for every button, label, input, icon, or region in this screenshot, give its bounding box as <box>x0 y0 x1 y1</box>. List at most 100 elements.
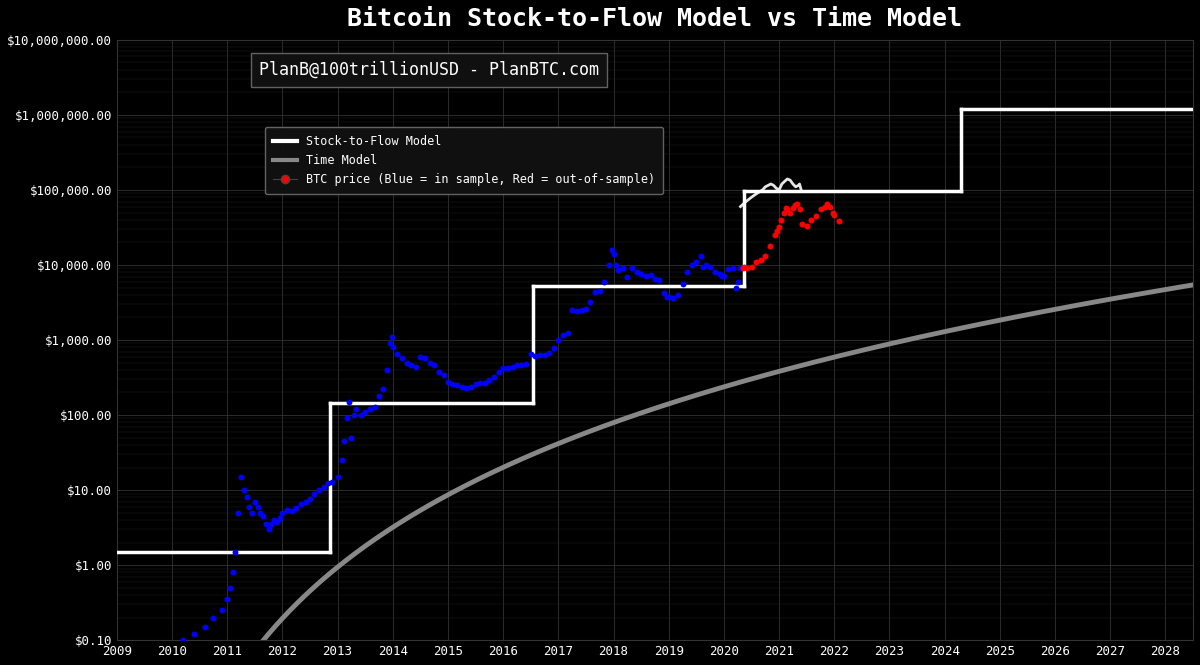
Point <box>370 390 389 401</box>
Point <box>776 202 796 213</box>
Point <box>310 485 329 495</box>
Point <box>694 261 713 272</box>
Point <box>746 257 766 267</box>
Point <box>590 286 610 297</box>
Point <box>248 501 268 512</box>
Point <box>392 352 412 363</box>
Point <box>772 215 791 225</box>
Point <box>438 376 457 387</box>
Legend: Stock-to-Flow Model, Time Model, BTC price (Blue = in sample, Red = out-of-sampl: Stock-to-Flow Model, Time Model, BTC pri… <box>265 127 664 194</box>
Point <box>539 347 558 358</box>
Point <box>821 201 840 212</box>
Point <box>270 513 289 524</box>
Point <box>236 492 256 503</box>
Point <box>264 515 283 525</box>
Point <box>769 221 788 232</box>
Point <box>760 241 779 251</box>
Point <box>425 360 444 370</box>
Point <box>388 348 407 359</box>
Point <box>768 226 787 237</box>
Point <box>608 265 628 275</box>
Point <box>793 219 812 229</box>
Point <box>490 367 509 378</box>
Point <box>259 524 278 535</box>
Point <box>335 436 354 446</box>
Point <box>484 372 503 382</box>
Point <box>606 259 625 270</box>
Point <box>517 359 536 370</box>
Point <box>731 263 750 274</box>
Point <box>823 207 842 218</box>
Point <box>594 276 613 287</box>
Point <box>251 507 270 518</box>
Point <box>714 271 733 281</box>
Point <box>378 364 397 375</box>
Point <box>817 199 836 209</box>
Point <box>742 261 761 272</box>
Point <box>710 269 730 280</box>
Point <box>622 263 641 274</box>
Point <box>300 494 319 505</box>
Point <box>508 360 527 370</box>
Point <box>229 507 248 518</box>
Point <box>658 291 677 302</box>
Point <box>713 271 732 281</box>
Point <box>443 378 462 389</box>
Point <box>204 612 223 623</box>
Point <box>728 276 748 287</box>
Point <box>613 263 632 274</box>
Point <box>257 519 276 529</box>
Point <box>242 507 262 518</box>
Point <box>397 357 416 368</box>
Point <box>581 297 600 307</box>
Point <box>355 406 374 417</box>
Point <box>701 261 720 272</box>
Point <box>328 471 347 482</box>
Point <box>756 251 775 262</box>
Point <box>664 293 683 304</box>
Point <box>786 200 805 210</box>
Point <box>240 501 259 512</box>
Point <box>548 334 568 345</box>
Point <box>420 357 439 368</box>
Point <box>576 303 595 314</box>
Point <box>677 267 696 277</box>
Point <box>683 259 702 270</box>
Point <box>323 476 342 487</box>
Point <box>655 288 674 299</box>
Point <box>530 350 550 360</box>
Point <box>545 342 564 353</box>
Point <box>503 362 522 372</box>
Point <box>733 263 752 274</box>
Point <box>553 330 572 340</box>
Text: PlanB@100trillionUSD - PlanBTC.com: PlanB@100trillionUSD - PlanBTC.com <box>259 61 599 79</box>
Point <box>636 271 655 281</box>
Point <box>604 249 623 259</box>
Point <box>631 269 650 280</box>
Point <box>212 605 232 616</box>
Point <box>766 230 785 241</box>
Point <box>480 375 499 386</box>
Point <box>337 413 356 424</box>
Point <box>829 216 848 227</box>
Point <box>365 401 384 412</box>
Point <box>691 251 710 262</box>
Point <box>466 378 485 389</box>
Point <box>521 348 540 359</box>
Point <box>452 381 472 392</box>
Point <box>383 342 402 352</box>
Point <box>566 306 586 317</box>
Point <box>226 547 245 557</box>
Point <box>774 207 793 218</box>
Point <box>470 378 490 388</box>
Point <box>428 366 448 377</box>
Point <box>511 360 530 370</box>
Point <box>734 261 754 272</box>
Point <box>815 201 834 212</box>
Point <box>724 263 743 274</box>
Point <box>649 275 668 285</box>
Point <box>780 207 799 218</box>
Point <box>526 350 545 361</box>
Point <box>668 289 688 300</box>
Point <box>600 259 619 270</box>
